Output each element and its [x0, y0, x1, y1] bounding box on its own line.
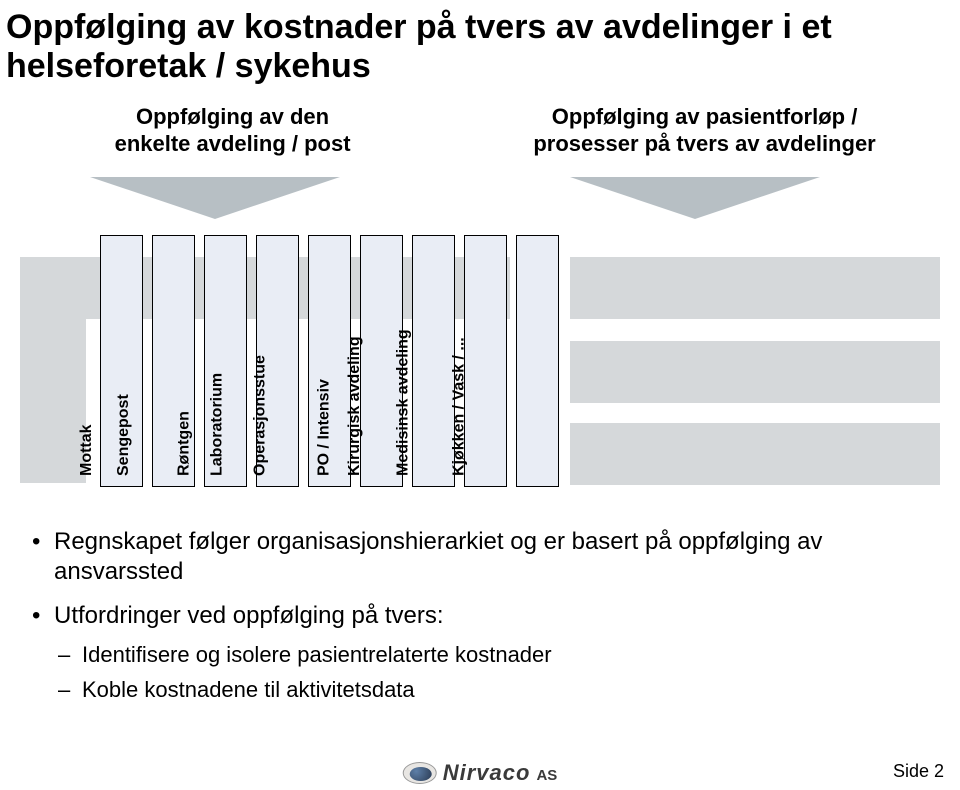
subhead-right: Oppfølging av pasientforløp /prosesser p…	[459, 104, 950, 157]
department-label: Røntgen	[175, 411, 193, 476]
bullet-text: Regnskapet følger organisasjonshierarkie…	[54, 528, 822, 585]
department-box: Kirurgisk avdeling	[412, 235, 455, 487]
bullet-item: Utfordringer ved oppfølging på tvers: Ide…	[30, 601, 940, 704]
sub-bullet-item: Koble kostnadene til aktivitetsdata	[54, 676, 940, 704]
bg-bar-1	[570, 257, 940, 319]
department-row: MottakSengepostRøntgenLaboratoriumOperas…	[100, 235, 559, 487]
page-number: Side 2	[893, 761, 944, 782]
department-label: Sengepost	[115, 394, 133, 476]
logo: Nirvaco AS	[403, 760, 558, 786]
triangle-right-icon	[570, 177, 820, 219]
logo-word: Nirvaco	[443, 760, 531, 786]
department-label: Medisinsk avdeling	[394, 329, 412, 476]
department-label: Kjøkken / Vask / ...	[450, 337, 468, 476]
department-box: Kjøkken / Vask / ...	[516, 235, 559, 487]
department-box: Medisinsk avdeling	[464, 235, 507, 487]
subheading-row: Oppfølging av denenkelte avdeling / post…	[0, 90, 960, 157]
department-label: PO / Intensiv	[315, 379, 333, 476]
sub-bullet-item: Identifisere og isolere pasientrelaterte…	[54, 641, 940, 669]
department-label: Kirurgisk avdeling	[346, 336, 364, 476]
department-label: Mottak	[78, 424, 96, 476]
bg-bar-3	[570, 423, 940, 485]
department-label: Operasjonsstue	[251, 355, 269, 476]
bullet-item: Regnskapet følger organisasjonshierarkie…	[30, 527, 940, 587]
bullet-text: Utfordringer ved oppfølging på tvers:	[54, 602, 444, 629]
diagram: Mottak Sengepost Røntgen Laboratorium Operas…	[10, 167, 950, 497]
page-title: Oppfølging av kostnader på tvers av avde…	[0, 0, 960, 90]
department-label: Laboratorium	[208, 373, 226, 476]
subhead-left: Oppfølging av denenkelte avdeling / post	[6, 104, 459, 157]
triangle-left-icon	[90, 177, 340, 219]
logo-mark-icon	[403, 762, 437, 784]
logo-suffix: AS	[536, 767, 557, 786]
bullet-list: Regnskapet følger organisasjonshierarkie…	[0, 497, 960, 704]
bg-bar-2	[570, 341, 940, 403]
